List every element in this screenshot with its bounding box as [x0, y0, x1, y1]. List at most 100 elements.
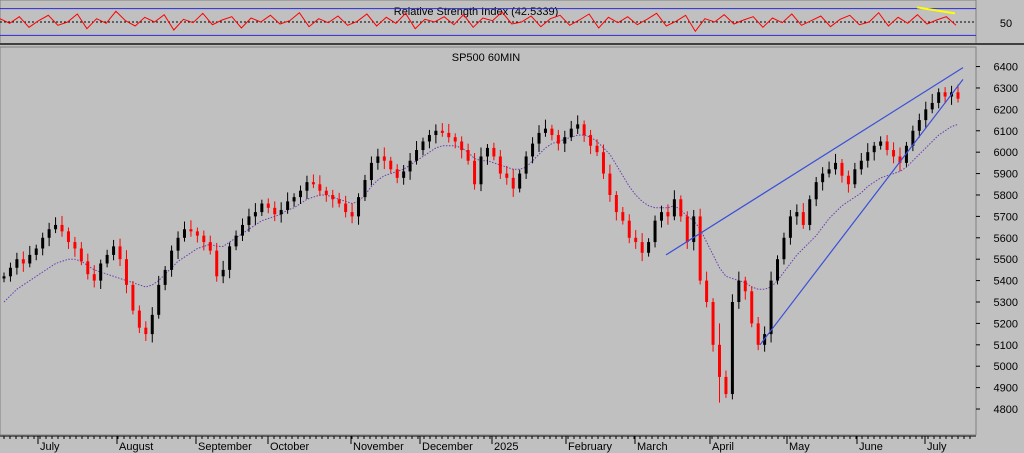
- candle-body: [189, 229, 193, 232]
- candle-body: [840, 162, 844, 176]
- rsi-panel: Relative Strength Index (42.5339) 50: [0, 0, 1024, 45]
- candle-body: [99, 263, 103, 281]
- candle-body: [589, 135, 593, 146]
- x-tick-label: March: [637, 441, 668, 453]
- candle-body: [924, 109, 928, 121]
- candle-body: [247, 216, 251, 225]
- candle-body: [834, 162, 838, 170]
- candle-body: [956, 92, 960, 99]
- candle-body: [466, 150, 470, 161]
- price-plot-area: [0, 46, 977, 436]
- y-tick-label: 6100: [994, 126, 1018, 138]
- x-tick-label: October: [270, 441, 309, 453]
- candle-body: [531, 143, 535, 157]
- candle-body: [537, 132, 541, 144]
- candle-body: [54, 224, 58, 230]
- candle-body: [363, 180, 367, 198]
- candle-body: [47, 229, 51, 238]
- candle-body: [299, 190, 303, 198]
- x-tick-label: July: [927, 441, 947, 453]
- candle-body: [408, 160, 412, 172]
- candle-body: [2, 276, 6, 279]
- upper-trendline: [665, 67, 964, 256]
- candle-body: [614, 194, 618, 213]
- candle-body: [266, 203, 270, 208]
- candle-body: [273, 207, 277, 215]
- candle-body: [666, 212, 670, 217]
- candle-body: [260, 203, 264, 213]
- candle-body: [846, 175, 850, 185]
- rsi-tick-label: 50: [1000, 18, 1012, 30]
- y-tick-label: 6200: [994, 104, 1018, 116]
- x-tick-label: December: [422, 441, 473, 453]
- candle-body: [672, 199, 676, 217]
- candle-body: [769, 280, 773, 335]
- lower-trendline: [759, 79, 964, 346]
- candle-body: [15, 259, 19, 268]
- candle-body: [518, 173, 522, 189]
- candle-body: [692, 216, 696, 243]
- y-tick-label: 5700: [994, 211, 1018, 223]
- candle-body: [292, 197, 296, 202]
- y-tick-label: 6400: [994, 62, 1018, 74]
- candle-body: [679, 199, 683, 217]
- candle-body: [524, 156, 528, 174]
- y-tick-label: 6000: [994, 147, 1018, 159]
- candle-body: [479, 156, 483, 185]
- candle-body: [389, 160, 393, 170]
- candle-body: [756, 323, 760, 345]
- candle-body: [228, 246, 232, 270]
- candle-body: [124, 259, 128, 285]
- candle-body: [331, 194, 335, 200]
- y-tick-label: 5800: [994, 190, 1018, 202]
- x-tick-label: February: [568, 441, 613, 453]
- candle-body: [473, 160, 477, 185]
- candle-body: [853, 169, 857, 185]
- candle-body: [163, 269, 167, 285]
- candle-body: [34, 248, 38, 255]
- candle-body: [253, 212, 257, 217]
- rsi-title: Relative Strength Index (42.5339): [394, 6, 559, 18]
- x-tick-label: May: [789, 441, 810, 453]
- candle-body: [743, 280, 747, 292]
- candle-body: [382, 156, 386, 161]
- candle-body: [582, 124, 586, 136]
- y-tick-label: 5500: [994, 254, 1018, 266]
- candle-body: [821, 173, 825, 183]
- candle-body: [131, 284, 135, 311]
- candle-body: [427, 135, 431, 142]
- candle-body: [885, 141, 889, 151]
- candle-body: [421, 141, 425, 151]
- candle-body: [795, 212, 799, 217]
- candle-body: [41, 237, 45, 249]
- y-tick-label: 5900: [994, 169, 1018, 181]
- candle-body: [453, 137, 457, 142]
- candle-body: [892, 150, 896, 157]
- candle-body: [601, 152, 605, 174]
- candle-body: [376, 156, 380, 163]
- candle-body: [337, 199, 341, 204]
- candle-body: [460, 141, 464, 151]
- candle-body: [801, 212, 805, 225]
- candle-body: [898, 156, 902, 163]
- candle-body: [279, 209, 283, 215]
- candle-body: [86, 261, 90, 275]
- candle-body: [8, 267, 12, 277]
- price-title: SP500 60MIN: [452, 52, 521, 64]
- candle-body: [21, 259, 25, 264]
- candle-body: [653, 220, 657, 243]
- candle-body: [627, 220, 631, 238]
- candle-body: [724, 376, 728, 395]
- candle-body: [621, 212, 625, 221]
- candle-body: [305, 182, 309, 191]
- candle-body: [937, 92, 941, 103]
- candle-body: [492, 147, 496, 157]
- candle-body: [118, 246, 122, 260]
- candle-body: [73, 242, 77, 249]
- y-tick-label: 5200: [994, 318, 1018, 330]
- rsi-divergence-line: [916, 6, 956, 15]
- candle-body: [202, 235, 206, 243]
- candle-body: [647, 242, 651, 253]
